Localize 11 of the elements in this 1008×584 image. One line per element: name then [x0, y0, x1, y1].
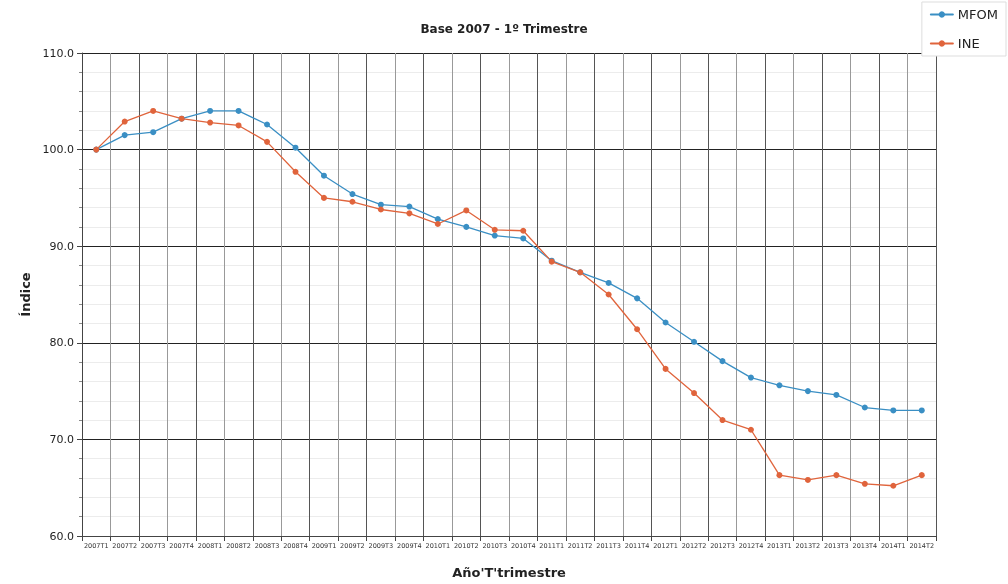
- y-tick-label: 100.0: [42, 143, 74, 157]
- chart-title: Base 2007 - 1º Trimestre: [420, 22, 588, 36]
- y-tick-label: 70.0: [49, 432, 74, 446]
- legend-label: MFOM: [957, 7, 999, 22]
- y-tick-label: 90.0: [49, 239, 74, 253]
- y-axis-title: Índice: [17, 272, 33, 317]
- legend-label: INE: [957, 36, 980, 51]
- x-axis-title: Año'T'trimestre: [452, 565, 567, 580]
- y-tick-label: 80.0: [49, 336, 74, 350]
- y-tick-label: 60.0: [49, 529, 74, 543]
- y-tick-label: 110.0: [42, 46, 74, 60]
